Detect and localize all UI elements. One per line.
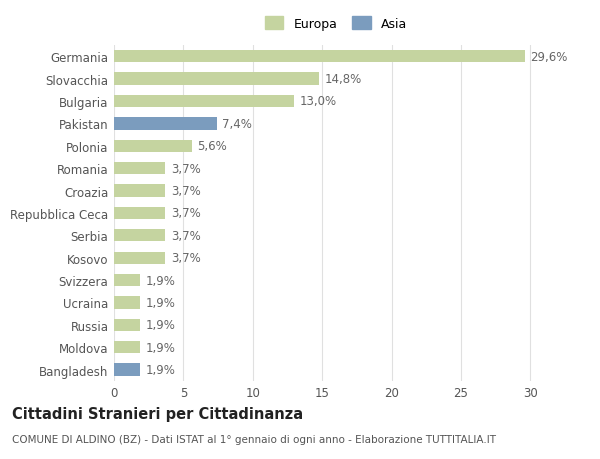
Bar xyxy=(114,140,192,152)
Bar xyxy=(114,162,166,175)
Text: 13,0%: 13,0% xyxy=(300,95,337,108)
Bar xyxy=(114,252,166,264)
Text: 3,7%: 3,7% xyxy=(171,230,200,242)
Text: 29,6%: 29,6% xyxy=(530,50,568,63)
Bar xyxy=(114,51,525,63)
Bar xyxy=(114,118,217,130)
Text: 3,7%: 3,7% xyxy=(171,162,200,175)
Bar xyxy=(114,230,166,242)
Text: 7,4%: 7,4% xyxy=(222,118,252,130)
Text: 5,6%: 5,6% xyxy=(197,140,227,153)
Text: 1,9%: 1,9% xyxy=(146,364,176,376)
Text: 1,9%: 1,9% xyxy=(146,297,176,309)
Bar xyxy=(114,297,140,309)
Bar xyxy=(114,341,140,353)
Bar xyxy=(114,364,140,376)
Text: 3,7%: 3,7% xyxy=(171,207,200,220)
Text: 14,8%: 14,8% xyxy=(325,73,362,86)
Text: 1,9%: 1,9% xyxy=(146,341,176,354)
Text: 1,9%: 1,9% xyxy=(146,319,176,331)
Text: COMUNE DI ALDINO (BZ) - Dati ISTAT al 1° gennaio di ogni anno - Elaborazione TUT: COMUNE DI ALDINO (BZ) - Dati ISTAT al 1°… xyxy=(12,434,496,444)
Text: 3,7%: 3,7% xyxy=(171,185,200,197)
Text: 3,7%: 3,7% xyxy=(171,252,200,264)
Text: Cittadini Stranieri per Cittadinanza: Cittadini Stranieri per Cittadinanza xyxy=(12,406,303,421)
Bar xyxy=(114,274,140,286)
Bar xyxy=(114,95,295,108)
Bar xyxy=(114,185,166,197)
Text: 1,9%: 1,9% xyxy=(146,274,176,287)
Bar xyxy=(114,73,319,85)
Bar xyxy=(114,319,140,331)
Legend: Europa, Asia: Europa, Asia xyxy=(262,14,410,33)
Bar xyxy=(114,207,166,219)
